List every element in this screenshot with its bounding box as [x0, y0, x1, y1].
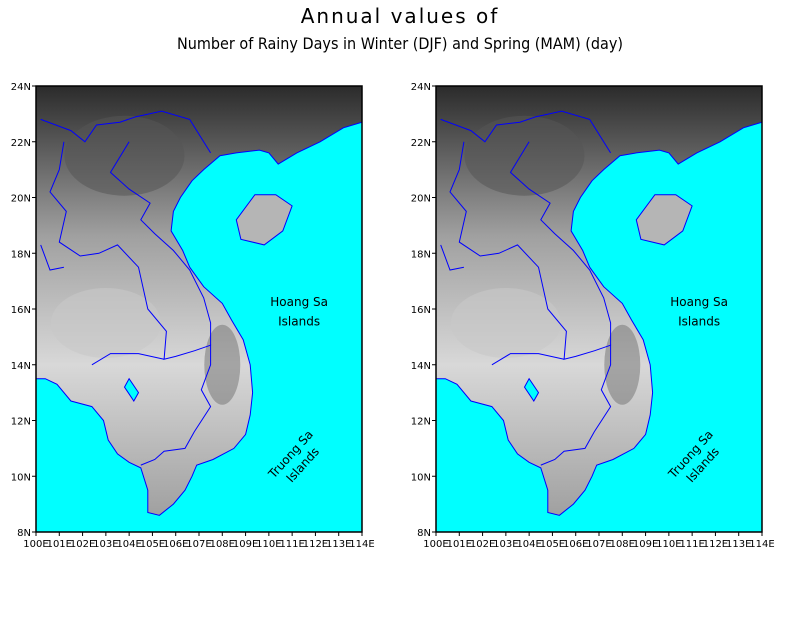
- lat-tick-label: 16N: [411, 305, 431, 316]
- lon-tick-label: 100E: [23, 539, 48, 550]
- lon-tick-label: 105E: [140, 539, 165, 550]
- lat-tick-label: 10N: [11, 472, 31, 483]
- lat-tick-label: 12N: [411, 417, 431, 428]
- highland-shade: [204, 324, 241, 405]
- lon-tick-label: 111E: [679, 539, 704, 550]
- lon-tick-label: 104E: [116, 539, 141, 550]
- highland-shade: [64, 115, 185, 196]
- hoang-sa-label: Hoang Sa: [270, 295, 328, 309]
- lon-tick-label: 102E: [70, 539, 95, 550]
- lat-tick-label: 24N: [11, 82, 31, 93]
- lon-tick-label: 113E: [326, 539, 351, 550]
- country-border: [109, 141, 212, 346]
- lon-tick-label: 103E: [93, 539, 118, 550]
- country-border: [440, 244, 464, 271]
- map-panel-winter: 24N22N20N18N16N14N12N10N8N100E101E102E10…: [11, 82, 375, 550]
- hainan-island: [235, 194, 293, 246]
- lon-tick-label: 103E: [493, 539, 518, 550]
- country-border: [491, 353, 565, 366]
- lat-tick-label: 14N: [11, 361, 31, 372]
- lon-tick-label: 100E: [423, 539, 448, 550]
- chart-subtitle: Number of Rainy Days in Winter (DJF) and…: [177, 34, 623, 53]
- hoang-sa-label: Hoang Sa: [670, 295, 728, 309]
- country-border: [91, 353, 165, 366]
- map-panel-spring: 24N22N20N18N16N14N12N10N8N100E101E102E10…: [411, 82, 775, 550]
- map-area: [36, 86, 362, 532]
- lon-tick-label: 110E: [256, 539, 281, 550]
- hainan-island: [635, 194, 693, 246]
- lon-tick-label: 102E: [470, 539, 495, 550]
- lon-tick-label: 107E: [186, 539, 211, 550]
- lon-tick-label: 101E: [447, 539, 472, 550]
- country-border: [509, 141, 612, 346]
- lon-tick-label: 105E: [540, 539, 565, 550]
- lat-tick-label: 8N: [417, 528, 431, 539]
- lon-tick-label: 114E: [749, 539, 774, 550]
- map-area: [436, 86, 762, 532]
- lon-tick-label: 106E: [563, 539, 588, 550]
- lon-tick-label: 113E: [726, 539, 751, 550]
- tonle-sap-lake: [123, 377, 140, 402]
- lat-tick-label: 10N: [411, 472, 431, 483]
- lon-tick-label: 110E: [656, 539, 681, 550]
- lon-tick-label: 108E: [610, 539, 635, 550]
- plateau-shade: [450, 287, 561, 358]
- chart-title: Annual values of: [300, 4, 500, 28]
- lon-tick-label: 112E: [703, 539, 728, 550]
- lon-tick-label: 112E: [303, 539, 328, 550]
- lat-tick-label: 8N: [17, 528, 31, 539]
- country-border: [440, 110, 612, 154]
- hoang-sa-label: Islands: [278, 315, 320, 329]
- country-border: [40, 244, 64, 271]
- country-border: [40, 110, 212, 154]
- lat-tick-label: 18N: [411, 249, 431, 260]
- highland-shade: [464, 115, 585, 196]
- lat-tick-label: 22N: [411, 138, 431, 149]
- lat-tick-label: 20N: [411, 194, 431, 205]
- lat-tick-label: 22N: [11, 138, 31, 149]
- tonle-sap-lake: [523, 377, 540, 402]
- lon-tick-label: 107E: [586, 539, 611, 550]
- lat-tick-label: 14N: [411, 361, 431, 372]
- lon-tick-label: 101E: [47, 539, 72, 550]
- lat-tick-label: 16N: [11, 305, 31, 316]
- lat-tick-label: 24N: [411, 82, 431, 93]
- lon-tick-label: 114E: [349, 539, 374, 550]
- highland-shade: [604, 324, 641, 405]
- lon-tick-label: 106E: [163, 539, 188, 550]
- lon-tick-label: 109E: [233, 539, 258, 550]
- hoang-sa-label: Islands: [678, 315, 720, 329]
- lon-tick-label: 104E: [516, 539, 541, 550]
- lon-tick-label: 111E: [279, 539, 304, 550]
- lat-tick-label: 20N: [11, 194, 31, 205]
- lon-tick-label: 109E: [633, 539, 658, 550]
- lat-tick-label: 18N: [11, 249, 31, 260]
- plateau-shade: [50, 287, 161, 358]
- lat-tick-label: 12N: [11, 417, 31, 428]
- lon-tick-label: 108E: [210, 539, 235, 550]
